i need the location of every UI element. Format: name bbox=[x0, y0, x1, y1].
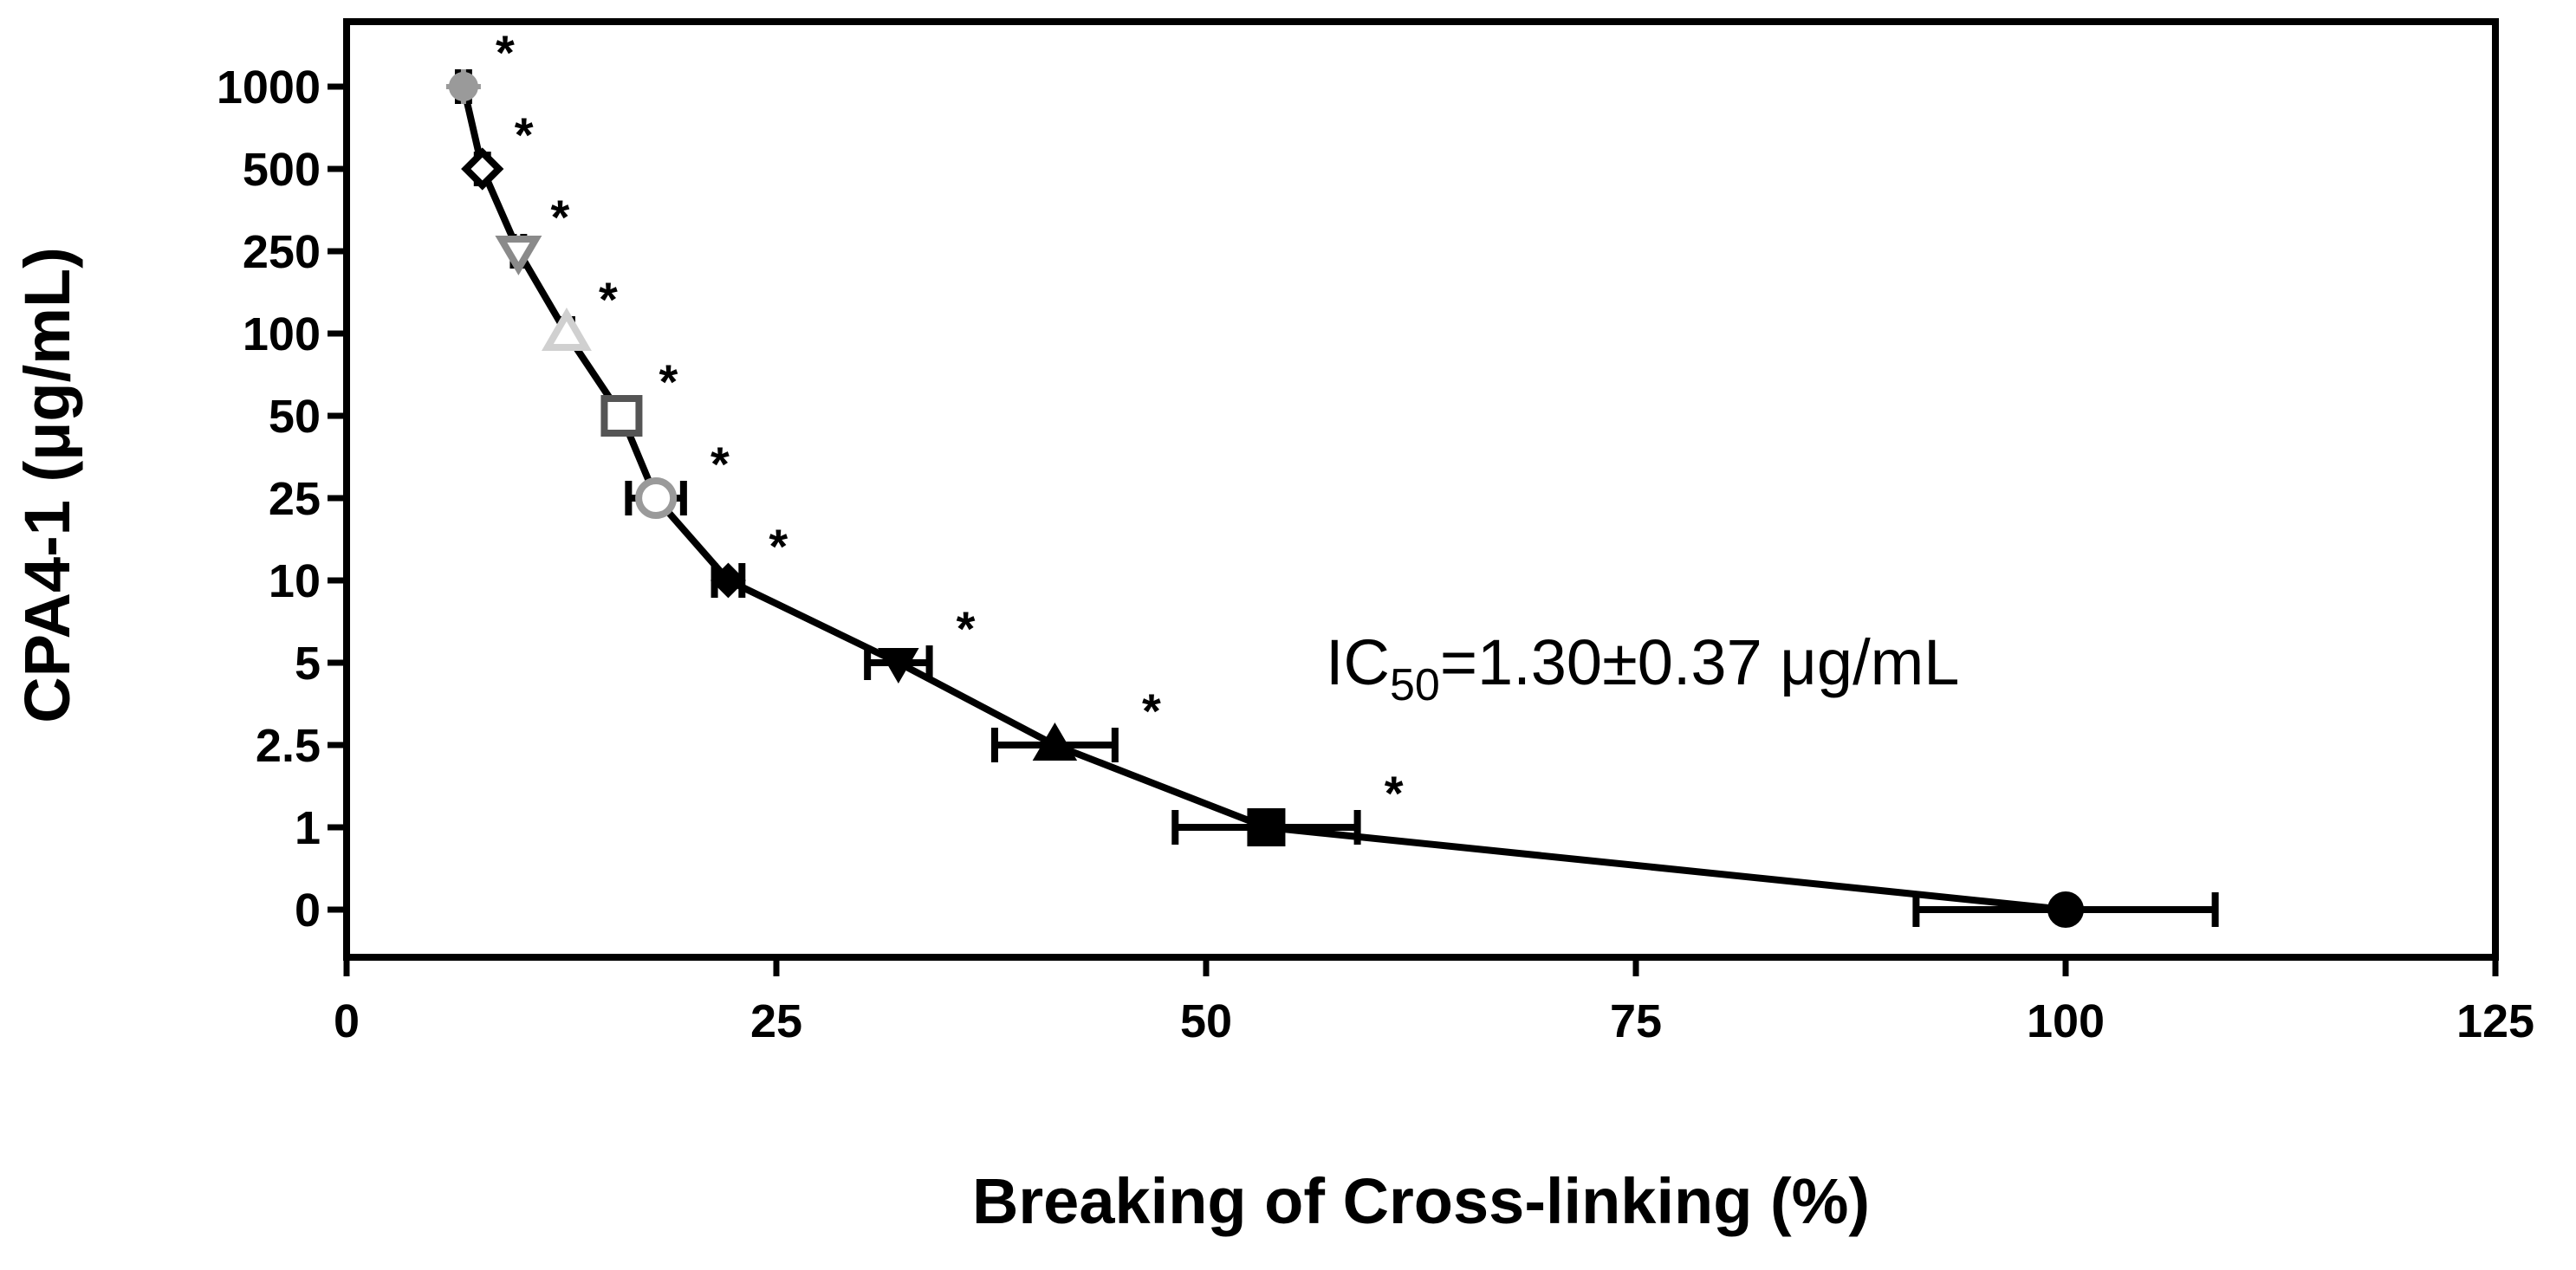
data-point bbox=[878, 648, 919, 684]
ic50-value: =1.30±0.37 μg/mL bbox=[1440, 626, 1960, 698]
data-point bbox=[495, 236, 542, 275]
y-tick-label: 25 bbox=[269, 473, 321, 525]
y-tick-label: 5 bbox=[295, 638, 321, 690]
significance-star: * bbox=[659, 354, 678, 409]
data-point bbox=[2047, 891, 2084, 928]
significance-star: * bbox=[496, 25, 515, 80]
y-tick-label: 0 bbox=[295, 884, 321, 936]
y-tick-label: 250 bbox=[243, 226, 321, 278]
y-tick-label: 1000 bbox=[217, 62, 321, 113]
x-tick-label: 25 bbox=[750, 995, 802, 1047]
y-tick-label: 10 bbox=[269, 555, 321, 607]
y-tick-label: 1 bbox=[295, 802, 321, 854]
x-tick-label: 75 bbox=[1610, 995, 1662, 1047]
y-tick-label: 50 bbox=[269, 391, 321, 443]
x-axis-title: Breaking of Cross-linking (%) bbox=[972, 1165, 1870, 1237]
significance-star: * bbox=[599, 272, 618, 327]
ic50-prefix: IC bbox=[1326, 626, 1390, 698]
significance-star: * bbox=[711, 437, 730, 491]
data-point bbox=[711, 562, 746, 599]
significance-star: * bbox=[1142, 684, 1161, 738]
x-tick-label: 50 bbox=[1180, 995, 1232, 1047]
data-point bbox=[1032, 722, 1078, 761]
data-point bbox=[542, 308, 592, 351]
y-tick-label: 100 bbox=[243, 308, 321, 360]
x-tick-label: 100 bbox=[2027, 995, 2105, 1047]
data-point bbox=[600, 395, 643, 437]
y-tick-label: 500 bbox=[243, 144, 321, 196]
y-tick-label: 2.5 bbox=[256, 720, 321, 772]
data-point bbox=[461, 147, 504, 191]
x-tick-label: 125 bbox=[2456, 995, 2534, 1047]
series-line bbox=[460, 86, 2067, 913]
x-tick-label: 0 bbox=[334, 995, 360, 1047]
significance-star: * bbox=[769, 519, 788, 573]
ic50-annotation: IC50=1.30±0.37 μg/mL bbox=[1326, 626, 1959, 710]
significance-star: * bbox=[957, 601, 976, 656]
y-axis-title: CPA4-1 (μg/mL) bbox=[11, 247, 83, 723]
plot-frame bbox=[343, 18, 2499, 961]
significance-star: * bbox=[1385, 766, 1404, 820]
data-point-cross bbox=[445, 69, 481, 104]
ic50-subscript: 50 bbox=[1390, 660, 1440, 710]
data-point bbox=[1247, 808, 1286, 846]
significance-star: * bbox=[550, 190, 569, 244]
data-point bbox=[635, 477, 678, 519]
significance-star: * bbox=[515, 107, 534, 162]
